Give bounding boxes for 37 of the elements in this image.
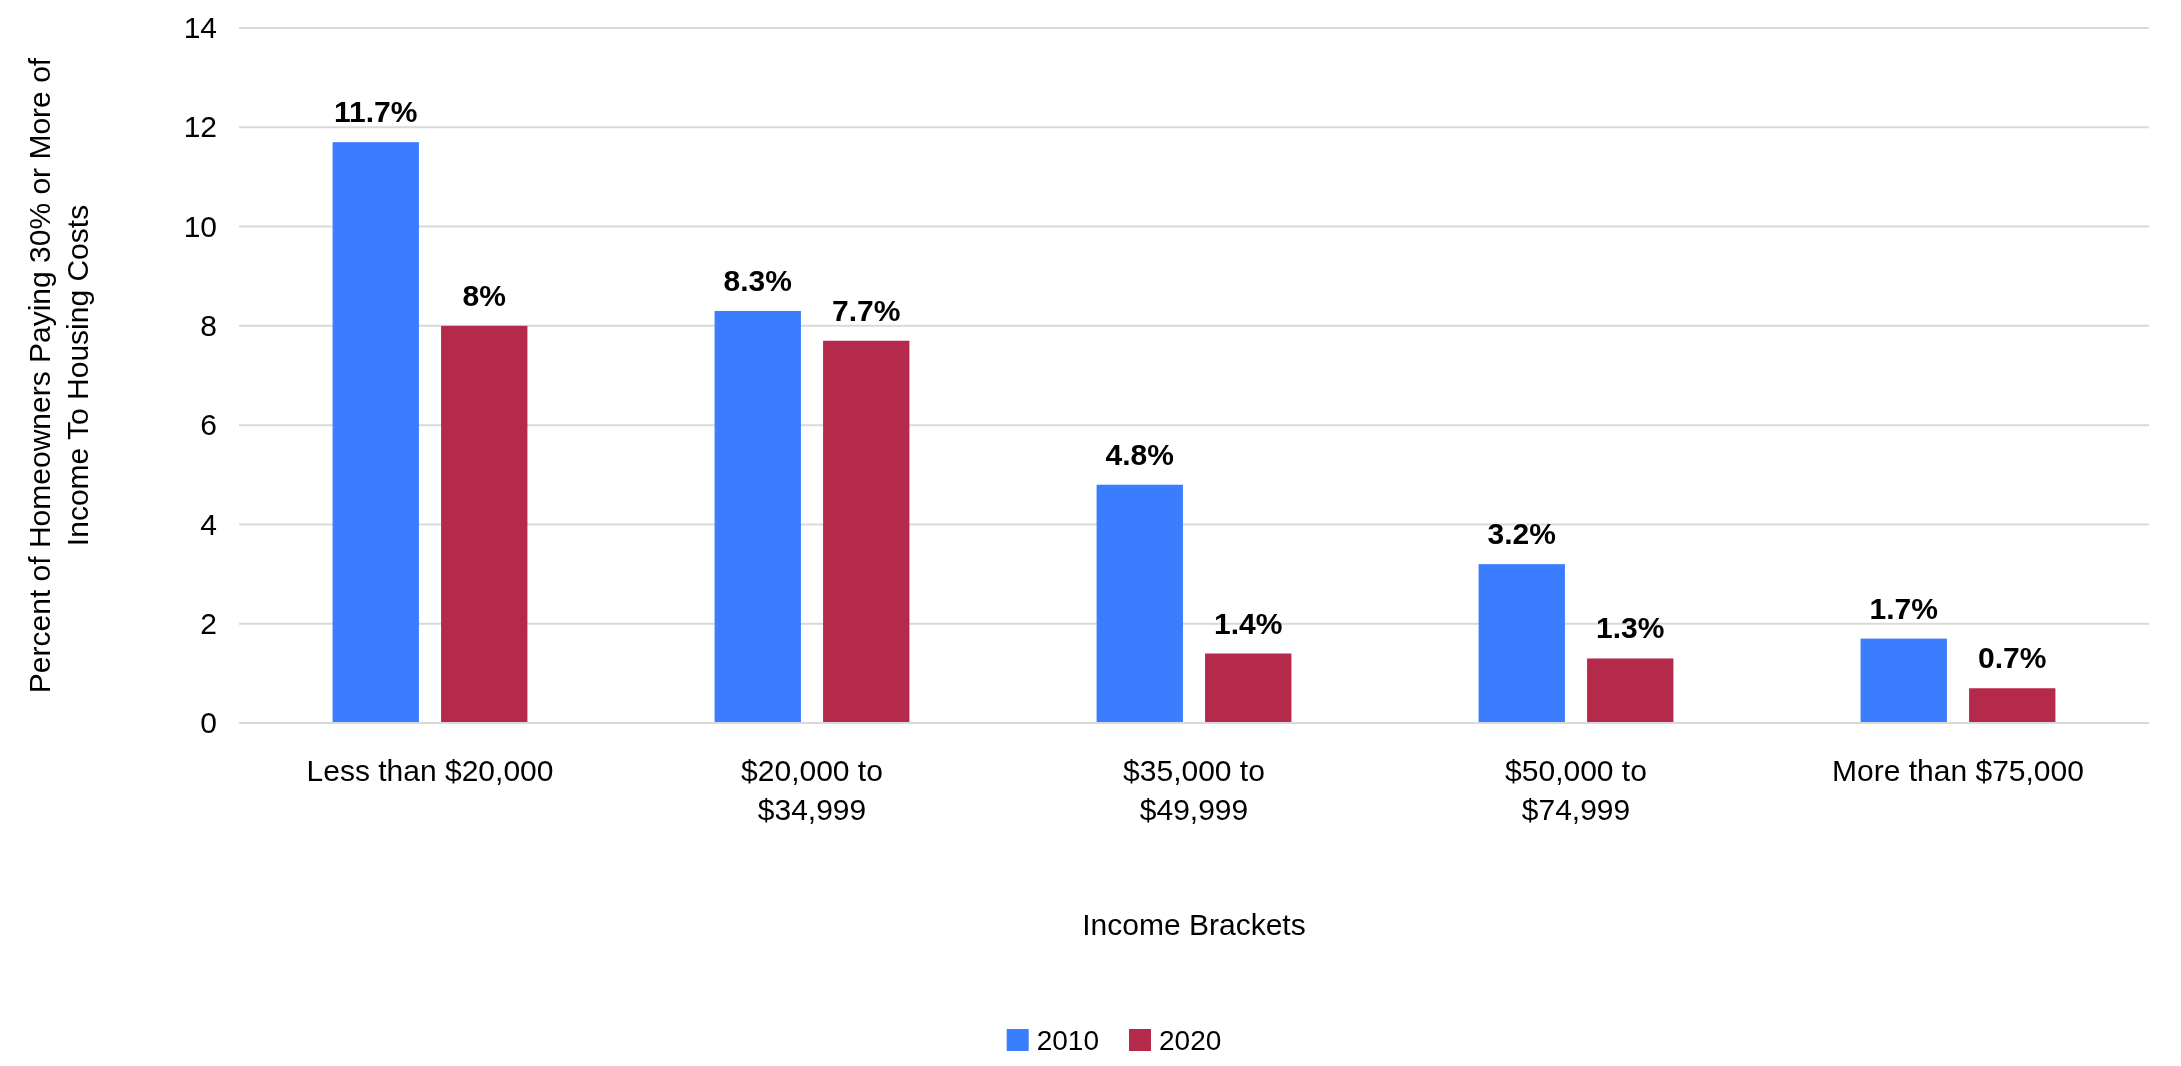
legend-label: 2020 (1159, 1025, 1222, 1056)
bar (332, 142, 419, 723)
data-label: 1.4% (1214, 606, 1283, 640)
y-tick-label: 8 (200, 308, 217, 342)
bar (1478, 564, 1565, 723)
x-tick-label: $20,000 to $34,999 (741, 754, 883, 826)
x-tick-label: $50,000 to $74,999 (1505, 754, 1647, 826)
data-label: 7.7% (832, 293, 901, 327)
y-tick-label: 4 (200, 507, 217, 541)
bar (823, 340, 910, 723)
y-tick-label: 6 (200, 408, 217, 442)
data-label: 4.8% (1105, 437, 1174, 471)
y-tick-label: 10 (183, 209, 217, 243)
bar (1860, 638, 1947, 723)
x-tick-label: More than $75,000 (1832, 754, 2084, 787)
data-label: 8.3% (723, 263, 792, 297)
data-label: 3.2% (1487, 517, 1556, 551)
y-tick-label: 14 (183, 11, 217, 45)
data-label: 1.7% (1869, 591, 1938, 625)
x-tick-label: Less than $20,000 (306, 754, 554, 787)
bar (441, 325, 528, 723)
bar (1205, 653, 1292, 723)
bar (1096, 484, 1183, 723)
bar (1587, 658, 1674, 723)
bar (1969, 688, 2056, 723)
data-label: 11.7% (334, 95, 418, 129)
legend-label: 2010 (1036, 1025, 1099, 1056)
y-tick-label: 2 (200, 606, 217, 640)
y-axis-title: Percent of Homeowners Paying 30% or More of Income To Housing Costs (23, 57, 94, 694)
y-tick-label: 12 (183, 110, 217, 144)
data-label: 8% (462, 278, 506, 312)
x-tick-label: $35,000 to $49,999 (1123, 754, 1265, 826)
bar (714, 310, 801, 723)
y-tick-label: 0 (200, 706, 217, 740)
data-label: 1.3% (1596, 611, 1665, 645)
x-axis-title: Income Brackets (1082, 908, 1306, 941)
data-label: 0.7% (1978, 641, 2047, 675)
